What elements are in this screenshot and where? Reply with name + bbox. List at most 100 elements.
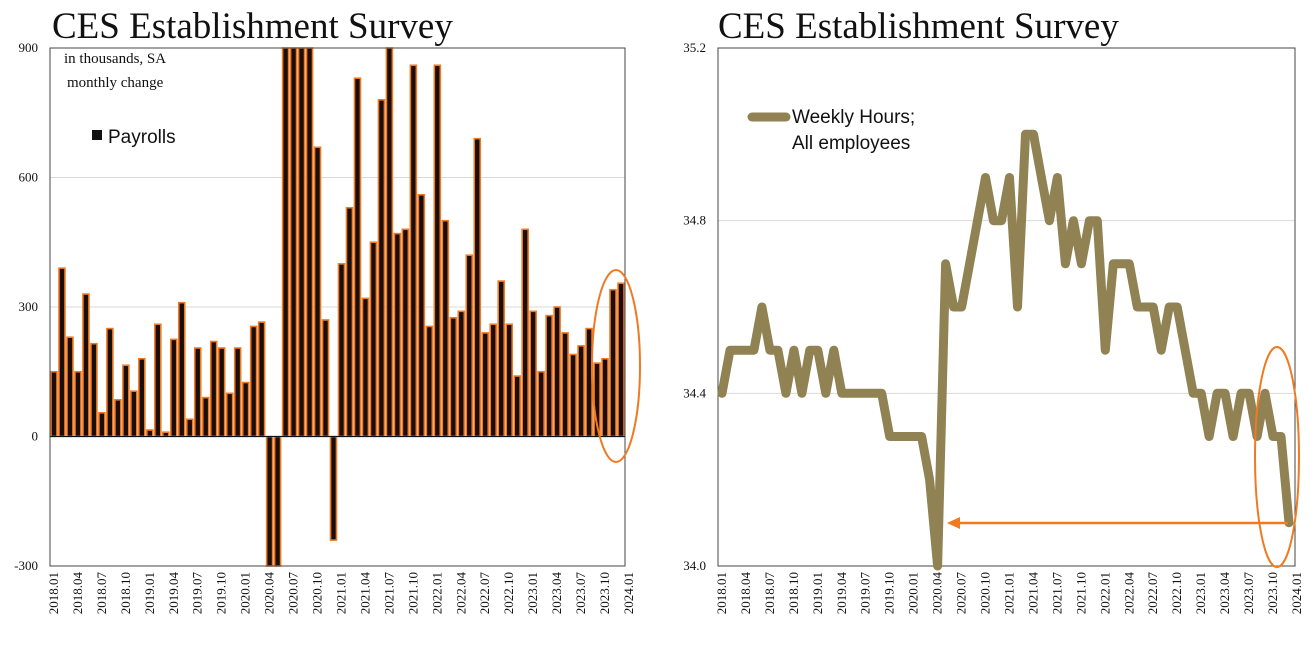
payrolls-bar	[185, 418, 194, 438]
payrolls-bar	[601, 357, 609, 438]
payrolls-bar	[393, 232, 402, 438]
payrolls-bar	[138, 357, 146, 438]
payrolls-bar	[313, 146, 322, 438]
left-x-tick-label: 2023.01	[525, 572, 540, 614]
payrolls-bar	[345, 206, 354, 438]
payrolls-bar	[305, 47, 314, 438]
right-plot-frame	[717, 47, 1296, 567]
payrolls-bar	[417, 193, 426, 438]
right-x-tick-label: 2021.04	[1025, 572, 1040, 615]
payrolls-bar	[433, 64, 442, 438]
payrolls-bar	[297, 47, 306, 438]
payrolls-bar	[385, 47, 394, 438]
right-x-tick-label: 2020.01	[906, 572, 921, 614]
right-chart: CES Establishment Survey 35.2 34.8 34.4 34.…	[683, 6, 1304, 614]
left-x-tick-label: 2018.04	[70, 572, 85, 615]
right-highlight-ellipse	[1254, 346, 1300, 568]
payrolls-bar	[561, 332, 569, 438]
payrolls-bar	[209, 340, 218, 438]
left-y-axis: 900 600 300 0 -300	[14, 40, 38, 573]
payrolls-bar	[409, 64, 418, 438]
right-x-tick-label: 2023.04	[1217, 572, 1232, 615]
left-x-tick-label: 2019.07	[190, 572, 205, 615]
payrolls-bar	[169, 338, 178, 438]
right-y-axis: 35.2 34.8 34.4 34.0	[683, 40, 706, 573]
payrolls-bar	[577, 345, 585, 438]
left-x-tick-label: 2019.04	[166, 572, 181, 615]
left-x-tick-label: 2021.10	[405, 572, 420, 614]
right-x-tick-label: 2022.10	[1169, 572, 1184, 614]
left-x-tick-label: 2022.04	[453, 572, 468, 615]
payrolls-bar	[465, 254, 474, 438]
payrolls-legend-label: Payrolls	[108, 127, 176, 148]
payrolls-bar	[425, 325, 434, 438]
payrolls-bar	[457, 310, 466, 438]
left-x-tick-label: 2023.10	[597, 572, 612, 614]
payrolls-bar	[106, 327, 114, 438]
payrolls-bar	[289, 47, 298, 438]
hours-legend-line2: All employees	[792, 133, 910, 154]
payrolls-bar	[337, 263, 346, 438]
right-x-tick-label: 2022.07	[1145, 572, 1160, 615]
payrolls-bar	[513, 375, 521, 438]
right-x-tick-label: 2020.10	[978, 572, 993, 614]
payrolls-bar	[217, 347, 226, 438]
left-y-tick-label: 0	[32, 429, 39, 444]
payrolls-bar	[545, 314, 553, 438]
left-plot-frame	[49, 47, 626, 567]
payrolls-bar	[609, 288, 617, 438]
right-x-tick-label: 2018.01	[714, 572, 729, 614]
right-chart-title: CES Establishment Survey	[718, 6, 1119, 47]
payrolls-bar	[193, 347, 202, 438]
left-x-tick-label: 2021.04	[357, 572, 372, 615]
payrolls-bar	[257, 321, 266, 438]
right-x-tick-label: 2022.04	[1121, 572, 1136, 615]
payrolls-bar	[617, 282, 625, 438]
payrolls-bar	[82, 293, 90, 438]
right-x-tick-label: 2023.10	[1265, 572, 1280, 614]
payrolls-bar	[241, 381, 250, 438]
comparison-arrow-head	[947, 517, 960, 529]
right-x-tick-label: 2024.01	[1289, 572, 1304, 614]
right-x-tick-label: 2021.01	[1001, 572, 1016, 614]
right-y-tick-label: 34.4	[683, 385, 706, 400]
payrolls-bar	[50, 370, 58, 438]
left-bars	[50, 47, 625, 567]
payrolls-bar	[201, 396, 210, 438]
payrolls-bar	[473, 137, 482, 438]
left-x-tick-label: 2024.01	[621, 572, 636, 614]
payrolls-bar	[521, 228, 529, 438]
payrolls-bar	[497, 280, 506, 438]
payrolls-bar	[553, 306, 561, 438]
left-x-tick-label: 2018.07	[94, 572, 109, 615]
right-x-tick-label: 2019.10	[882, 572, 897, 614]
left-x-tick-label: 2018.10	[118, 572, 133, 614]
right-x-tick-label: 2021.10	[1073, 572, 1088, 614]
payrolls-bar	[529, 310, 537, 438]
payrolls-bar	[130, 390, 138, 438]
left-note-line2: monthly change	[67, 75, 164, 91]
payrolls-bar	[377, 99, 386, 438]
payrolls-bar	[369, 241, 378, 438]
payrolls-bar	[98, 411, 106, 438]
left-x-tick-label: 2019.01	[142, 572, 157, 614]
payrolls-bar	[273, 435, 282, 567]
right-x-tick-label: 2022.01	[1097, 572, 1112, 614]
payrolls-bar	[90, 342, 98, 438]
left-chart-title: CES Establishment Survey	[52, 6, 453, 47]
right-x-axis: 2018.01 2018.04 2018.07 2018.10 2019.01 2019.…	[714, 572, 1304, 615]
payrolls-bar	[505, 323, 513, 438]
right-x-tick-label: 2019.01	[810, 572, 825, 614]
payrolls-bar	[225, 392, 234, 438]
right-x-tick-label: 2018.07	[762, 572, 777, 615]
left-x-tick-label: 2020.01	[238, 572, 253, 614]
left-x-tick-label: 2020.07	[286, 572, 301, 615]
payrolls-bar	[329, 435, 338, 541]
payrolls-bar	[74, 370, 82, 438]
payrolls-bar	[569, 353, 577, 438]
payrolls-bar	[361, 297, 370, 438]
left-x-tick-label: 2019.10	[214, 572, 229, 614]
right-x-tick-label: 2019.04	[834, 572, 849, 615]
right-x-tick-label: 2019.07	[858, 572, 873, 615]
right-x-tick-label: 2023.07	[1241, 572, 1256, 615]
